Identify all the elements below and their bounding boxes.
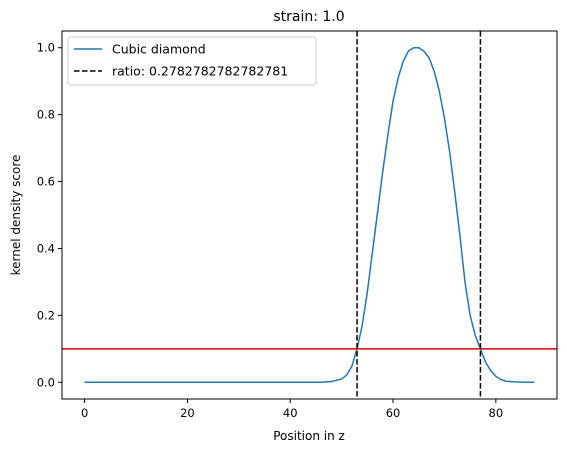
y-tick-label: 0.2: [37, 308, 55, 322]
legend-box: [67, 36, 317, 86]
series-line-cubic-diamond: [84, 46, 535, 384]
y-tick-label: 0.6: [37, 175, 55, 189]
chart-title: strain: 1.0: [273, 9, 344, 25]
y-axis-ticks: 0.0 0.2 0.4 0.6 0.8 1.0: [37, 41, 62, 389]
legend: Cubic diamond ratio: 0.2782782782782781: [67, 36, 317, 86]
axes-frame: [61, 30, 558, 400]
x-axis-label: Position in z: [273, 429, 345, 443]
legend-entry-ratio: ratio: 0.2782782782782781: [112, 64, 288, 79]
y-tick-label: 0.4: [37, 241, 55, 255]
y-tick-label: 1.0: [37, 41, 55, 55]
legend-entry-series: Cubic diamond: [112, 42, 206, 57]
y-axis-label: kernel density score: [9, 155, 23, 276]
plot-area: [62, 31, 557, 399]
x-tick-label: 20: [180, 406, 195, 420]
x-tick-label: 0: [81, 406, 88, 420]
x-tick-label: 80: [489, 406, 504, 420]
x-tick-label: 60: [386, 406, 401, 420]
x-tick-label: 40: [283, 406, 298, 420]
y-tick-label: 0.0: [37, 375, 55, 389]
y-tick-label: 0.8: [37, 108, 55, 122]
x-axis-ticks: 0 20 40 60 80: [81, 399, 503, 420]
